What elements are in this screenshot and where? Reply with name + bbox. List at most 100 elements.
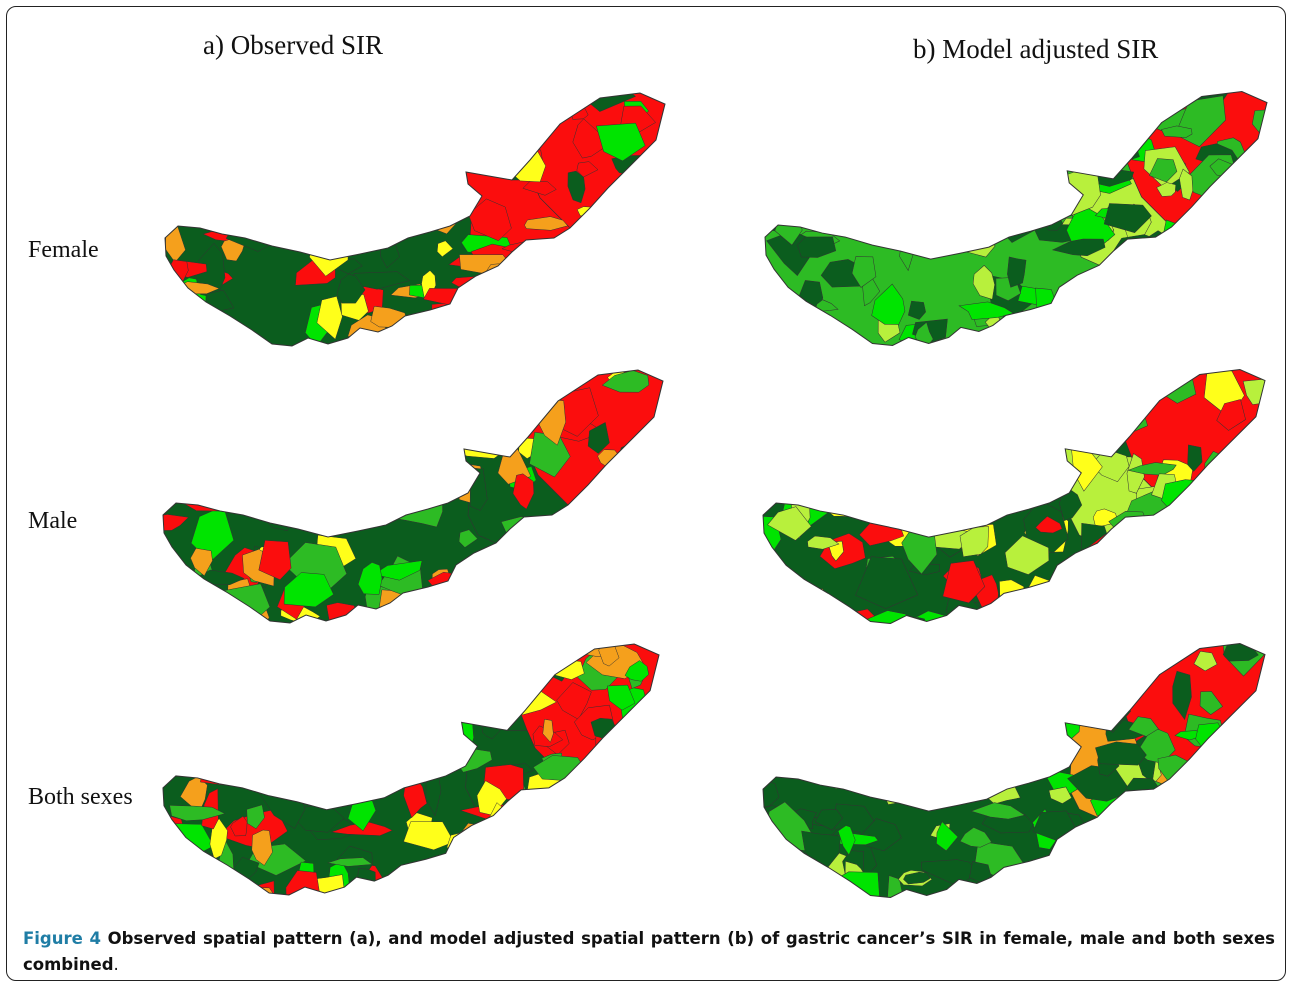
district [1086,533,1136,589]
district [1203,537,1236,566]
district [1119,832,1148,844]
district [1193,608,1237,624]
district [1240,480,1265,491]
district [238,678,304,702]
district [627,194,648,241]
district [356,867,376,896]
district [812,165,840,179]
district [998,369,1021,399]
district [265,164,292,178]
district [938,681,992,693]
district [797,91,855,119]
district [765,712,798,728]
district [387,470,448,499]
district [893,505,940,520]
district [193,129,229,141]
district [316,295,343,340]
district [601,236,633,269]
district [554,824,605,861]
district [521,300,535,340]
district [1088,286,1109,325]
district [1064,564,1085,589]
district [437,95,467,110]
district [851,191,906,205]
district [1039,139,1105,168]
district [281,390,303,443]
district [616,759,660,809]
district [332,655,374,697]
district [959,657,994,677]
district [896,394,950,411]
district [457,867,517,896]
district [324,180,355,228]
district [448,179,464,220]
district [767,169,814,212]
district [246,701,274,743]
district [162,841,179,890]
district [531,319,602,346]
district [1252,144,1267,157]
district [1244,762,1265,782]
province-outline [762,368,1266,625]
district [406,395,444,439]
district [941,201,995,226]
map-male-observed [162,369,664,624]
district [584,805,630,847]
district [862,185,883,216]
district [594,198,631,222]
district [1177,793,1225,825]
district [1190,220,1236,270]
district [923,191,943,221]
district [853,96,875,122]
district [973,213,1007,236]
district [816,134,827,165]
district [195,193,224,218]
district [637,274,655,290]
district [440,393,467,417]
district [567,876,605,891]
district [615,487,656,512]
district [974,396,994,424]
district [567,170,586,204]
district [1070,649,1101,683]
district [1118,541,1159,560]
district [491,563,520,592]
district [204,739,248,758]
district [879,95,904,128]
district [288,479,324,521]
district [1156,182,1176,197]
district [1004,535,1050,575]
district [598,494,624,508]
district [205,413,236,426]
district [163,514,190,531]
district [1006,176,1025,216]
district [1216,399,1246,431]
district [818,436,849,482]
district [763,779,780,808]
district [369,213,419,239]
district [1097,103,1125,130]
district [477,378,496,415]
district [387,381,455,401]
district [282,379,297,416]
district [987,121,1038,141]
district [495,542,511,561]
district [163,471,187,497]
district [873,736,905,746]
map-male-model [762,368,1266,625]
district [310,756,332,773]
district [1063,603,1076,624]
district [174,712,188,736]
district [169,805,226,821]
district [1135,379,1174,395]
district [903,498,962,530]
district [233,481,276,495]
district [828,681,846,708]
district [277,185,322,197]
district [163,579,201,599]
district [283,572,334,608]
district [314,696,342,721]
district [230,815,248,837]
district [791,307,830,346]
district [606,684,636,711]
